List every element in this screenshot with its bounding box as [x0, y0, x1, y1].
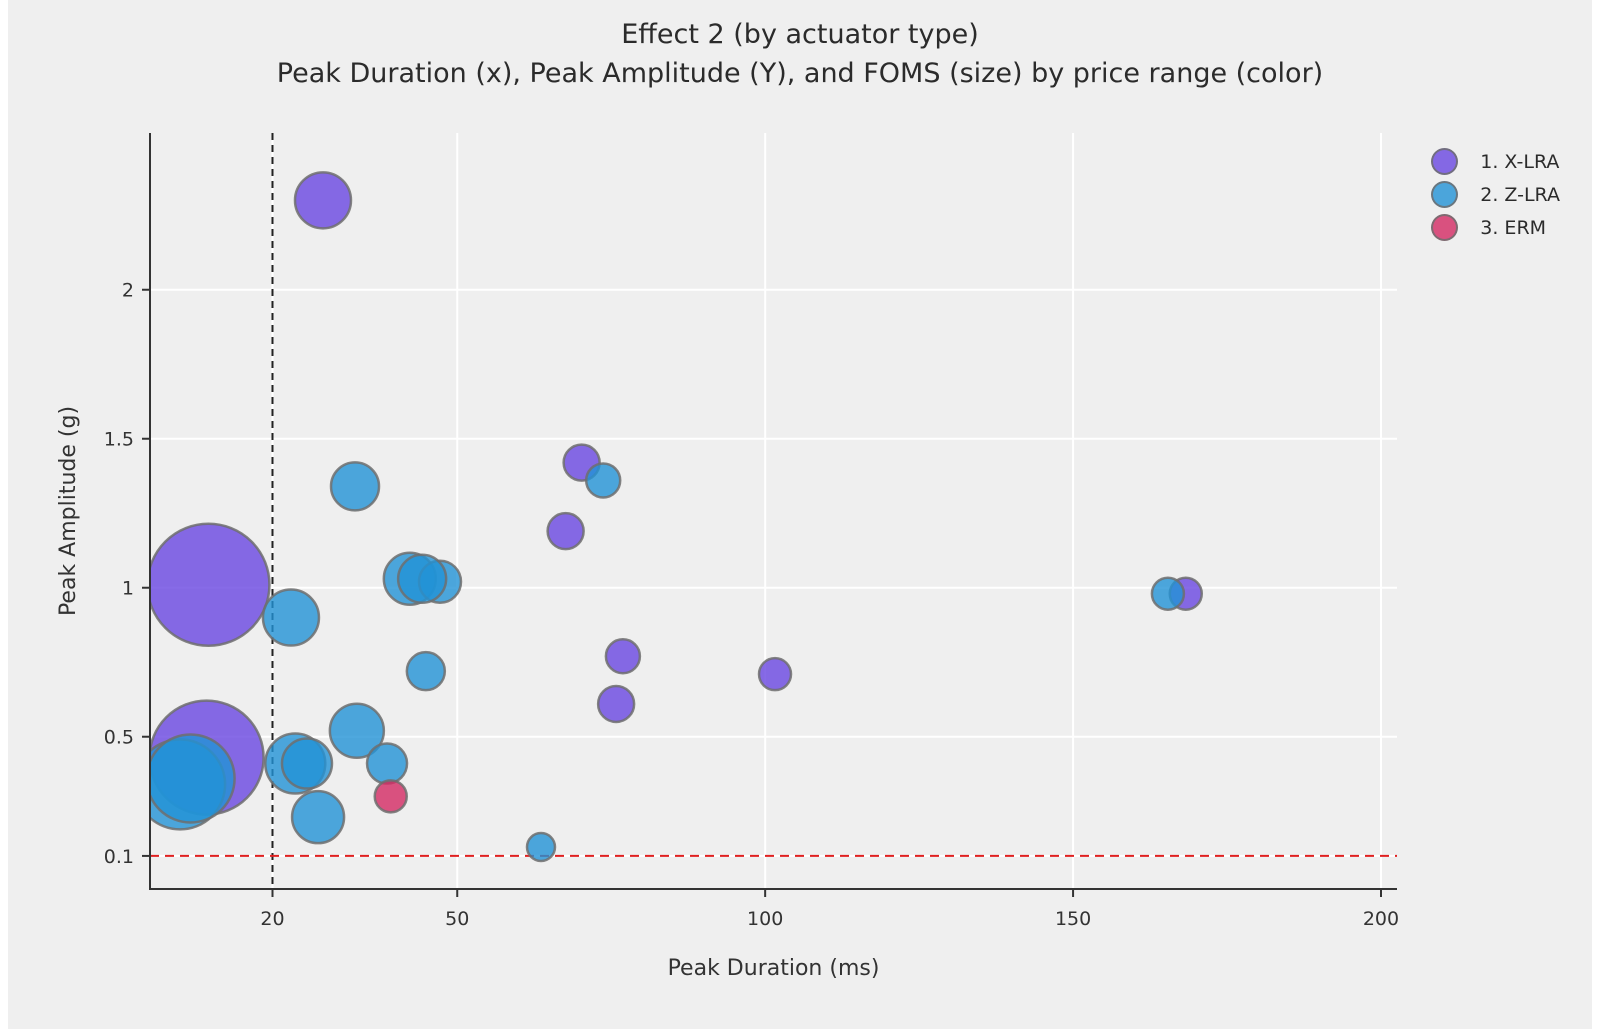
- x-axis-title: Peak Duration (ms): [668, 956, 880, 981]
- x-tick-label: 20: [260, 908, 284, 930]
- bubble-z-lra[interactable]: [405, 650, 447, 692]
- legend-swatch-x-lra: [1431, 148, 1459, 175]
- bubble-x-lra[interactable]: [596, 684, 636, 724]
- legend-label-z-lra: 2. Z-LRA: [1480, 183, 1560, 206]
- bubble-x-lra[interactable]: [293, 171, 353, 230]
- x-tick-label: 150: [1055, 908, 1091, 930]
- bubble-z-lra[interactable]: [261, 588, 321, 647]
- y-tick-label: 1: [122, 578, 134, 600]
- legend-item-z-lra[interactable]: 2. Z-LRA: [1431, 181, 1560, 208]
- bubble-z-lra[interactable]: [280, 737, 334, 790]
- legend-item-erm[interactable]: 3. ERM: [1431, 214, 1560, 241]
- bubble-z-lra[interactable]: [584, 462, 622, 499]
- x-tick-label: 200: [1363, 908, 1399, 930]
- bubble-x-lra[interactable]: [546, 511, 585, 551]
- x-tick-label: 100: [747, 908, 783, 930]
- bubble-x-lra[interactable]: [147, 522, 271, 647]
- x-tick-label: 50: [445, 908, 469, 930]
- legend-swatch-z-lra: [1431, 181, 1459, 208]
- bubble-x-lra[interactable]: [757, 656, 793, 692]
- bubble-z-lra[interactable]: [396, 553, 448, 605]
- bubble-z-lra[interactable]: [328, 702, 386, 760]
- y-tick-label: 0.5: [104, 727, 134, 749]
- bubble-z-lra[interactable]: [290, 789, 346, 845]
- legend-label-erm: 3. ERM: [1480, 216, 1547, 239]
- chart-title: Effect 2 (by actuator type): [621, 19, 979, 50]
- y-tick-label: 1.5: [104, 429, 134, 451]
- bubble-z-lra[interactable]: [1150, 576, 1186, 611]
- bubble-x-lra[interactable]: [604, 638, 642, 675]
- chart-subtitle: Peak Duration (x), Peak Amplitude (Y), a…: [276, 58, 1324, 89]
- y-tick-label: 0.1: [104, 846, 134, 868]
- legend-item-x-lra[interactable]: 1. X-LRA: [1431, 148, 1560, 175]
- bubble-z-lra[interactable]: [525, 831, 557, 863]
- bubble-z-lra[interactable]: [365, 742, 409, 785]
- bubble-z-lra[interactable]: [329, 461, 381, 512]
- bubble-layer: [147, 171, 1204, 863]
- bubble-erm[interactable]: [373, 779, 408, 814]
- legend: 1. X-LRA 2. Z-LRA 3. ERM: [1431, 148, 1560, 241]
- y-axis-title: Peak Amplitude (g): [56, 406, 81, 616]
- y-tick-label: 2: [122, 280, 134, 302]
- legend-label-x-lra: 1. X-LRA: [1480, 150, 1560, 173]
- chart-title-block: Effect 2 (by actuator type) Peak Duratio…: [0, 16, 1600, 94]
- bubble-z-lra[interactable]: [147, 733, 236, 824]
- legend-swatch-erm: [1431, 214, 1459, 241]
